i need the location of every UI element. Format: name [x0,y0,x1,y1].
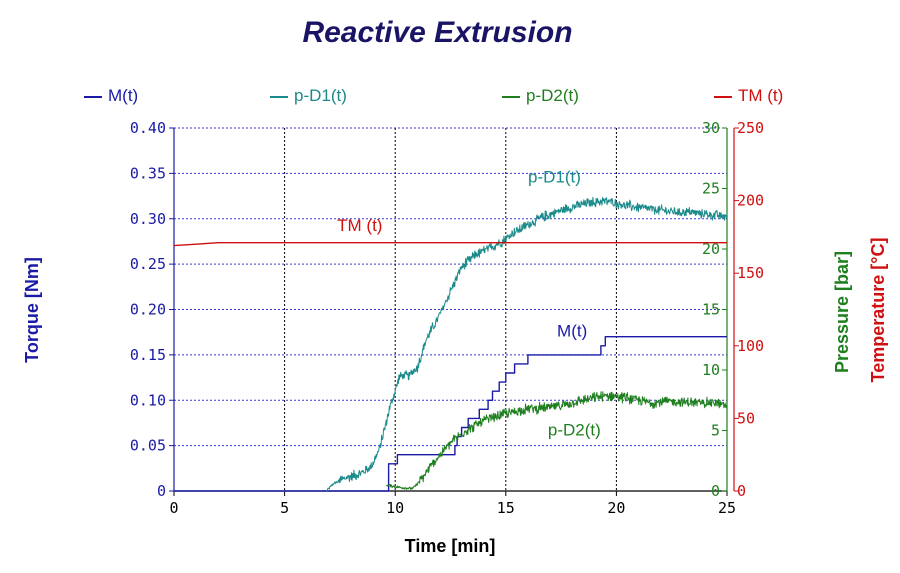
legend-label-tm: TM (t) [738,86,784,105]
pressure-tick-label: 30 [702,119,720,137]
temperature-tick-label: 100 [737,337,764,355]
torque-tick-label: 0.30 [130,210,166,228]
series-line-tm-t- [173,242,727,247]
temperature-tick-label: 0 [737,482,746,500]
torque-tick-label: 0.15 [130,346,166,364]
pressure-tick-label: 10 [702,361,720,379]
x-tick-label: 10 [386,499,404,517]
legend-item-torque: M(t) [84,86,138,106]
torque-tick-label: 0.40 [130,119,166,137]
legend-item-p-d1: p-D1(t) [270,86,347,106]
temperature-tick-label: 250 [737,119,764,137]
legend-swatch-p-d2 [502,95,520,98]
pressure-tick-label: 25 [702,180,720,198]
series-line-m-t- [174,336,727,492]
legend-label-p-d2: p-D2(t) [526,86,579,105]
legend-swatch-torque [84,95,102,98]
torque-axis-label: Torque [Nm] [22,257,42,363]
x-tick-label: 5 [280,499,289,517]
temperature-tick-label: 150 [737,264,764,282]
x-tick-label: 25 [718,499,736,517]
temperature-tick-label: 50 [737,409,755,427]
chart-title: Reactive Extrusion [302,16,573,49]
pressure-tick-label: 20 [702,240,720,258]
series-annotation: p-D1(t) [528,167,581,186]
torque-tick-label: 0.20 [130,301,166,319]
pressure-tick-label: 15 [702,301,720,319]
torque-tick-label: 0.25 [130,255,166,273]
x-tick-label: 0 [169,499,178,517]
torque-tick-label: 0.35 [130,164,166,182]
temperature-tick-label: 200 [737,192,764,210]
x-tick-label: 20 [607,499,625,517]
torque-tick-label: 0.10 [130,391,166,409]
x-tick-label: 15 [497,499,515,517]
legend-item-tm: TM (t) [714,86,783,106]
x-axis-label: Time [min] [405,536,496,556]
legend-item-p-d2: p-D2(t) [502,86,579,106]
temperature-axis-label: Temperature [°C] [868,238,888,383]
series-line-p-d2-t- [386,391,728,490]
pressure-tick-label: 0 [711,482,720,500]
pressure-tick-label: 5 [711,422,720,440]
legend-swatch-tm [714,95,732,98]
series-annotation: M(t) [557,322,587,341]
legend-label-torque: M(t) [108,86,139,105]
series-annotation: TM (t) [337,216,382,235]
series-line-p-d1-t- [326,196,728,492]
torque-tick-label: 0 [157,482,166,500]
pressure-axis-label: Pressure [bar] [832,251,852,373]
series-annotation: p-D2(t) [548,420,601,439]
legend-label-p-d1: p-D1(t) [294,86,347,105]
legend-swatch-p-d1 [270,95,288,98]
torque-tick-label: 0.05 [130,437,166,455]
